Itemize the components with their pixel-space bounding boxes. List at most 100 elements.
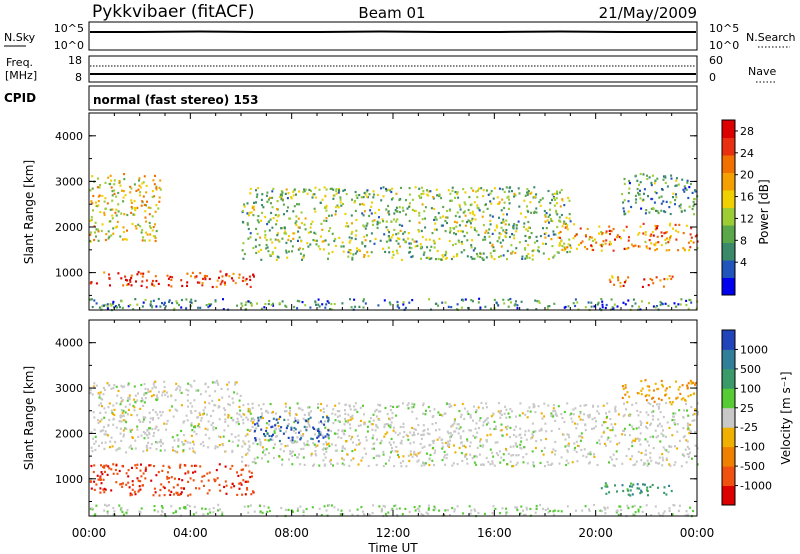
echo-cell	[635, 460, 638, 463]
echo-cell	[115, 214, 118, 217]
echo-cell	[525, 508, 528, 511]
echo-cell	[617, 513, 620, 516]
echo-cell	[364, 227, 367, 230]
echo-cell	[643, 188, 646, 191]
echo-cell	[554, 412, 557, 415]
echo-cell	[398, 198, 401, 202]
echo-cell	[310, 223, 313, 226]
echo-cell	[298, 300, 301, 303]
echo-cell	[93, 488, 96, 491]
echo-cell	[343, 429, 346, 432]
echo-cell	[199, 413, 202, 416]
echo-cell	[514, 194, 517, 197]
echo-cell	[162, 464, 165, 467]
echo-cell	[544, 242, 547, 245]
echo-cell	[463, 235, 466, 238]
echo-cell	[441, 447, 444, 450]
echo-cell	[244, 493, 247, 496]
echo-cell	[651, 174, 654, 177]
echo-cell	[174, 449, 176, 453]
echo-cell	[97, 419, 99, 422]
echo-cell	[190, 424, 193, 427]
echo-cell	[160, 441, 163, 444]
echo-cell	[694, 383, 696, 386]
echo-cell	[490, 256, 493, 259]
echo-cell	[651, 418, 654, 421]
echo-cell	[299, 429, 302, 432]
echo-cell	[354, 448, 357, 451]
echo-cell	[323, 219, 325, 222]
echo-cell	[337, 191, 340, 194]
echo-cell	[327, 420, 330, 423]
echo-cell	[549, 208, 551, 211]
echo-cell	[551, 462, 554, 465]
echo-cell	[348, 249, 351, 252]
echo-cell	[90, 464, 93, 468]
echo-cell	[441, 459, 444, 462]
echo-cell	[219, 283, 222, 286]
echo-cell	[580, 242, 583, 245]
echo-cell	[148, 213, 151, 216]
echo-cell	[267, 411, 270, 414]
echo-cell	[621, 484, 624, 487]
echo-cell	[192, 513, 195, 516]
echo-cell	[326, 404, 328, 407]
echo-cell	[524, 248, 527, 251]
echo-cell	[612, 453, 615, 456]
colorbar-swatch	[722, 225, 735, 243]
echo-cell	[475, 436, 478, 439]
echo-cell	[631, 305, 634, 308]
echo-cell	[229, 467, 232, 470]
echo-cell	[568, 217, 571, 220]
echo-cell	[579, 435, 582, 438]
echo-cell	[650, 233, 653, 236]
echo-cell	[202, 277, 204, 280]
echo-cell	[351, 450, 354, 453]
colorbar-tick-label: 500	[740, 363, 761, 376]
echo-cell	[116, 220, 119, 223]
echo-cell	[302, 256, 305, 259]
echo-cell	[544, 465, 546, 468]
echo-cell	[685, 439, 688, 442]
echo-cell	[383, 435, 386, 438]
echo-cell	[371, 512, 374, 515]
echo-cell	[583, 448, 586, 451]
echo-cell	[648, 239, 651, 242]
echo-cell	[264, 236, 267, 239]
echo-cell	[431, 459, 434, 462]
echo-cell	[470, 244, 473, 247]
echo-cell	[623, 182, 626, 185]
echo-cell	[231, 482, 234, 486]
echo-cell	[692, 200, 695, 204]
echo-cell	[265, 238, 268, 242]
echo-cell	[651, 279, 654, 282]
echo-cell	[144, 392, 147, 395]
echo-cell	[255, 251, 258, 255]
echo-cell	[211, 399, 214, 402]
echo-cell	[323, 464, 326, 467]
echo-cell	[339, 196, 342, 199]
echo-cell	[442, 205, 445, 209]
echo-cell	[323, 505, 326, 508]
echo-cell	[307, 422, 310, 425]
echo-cell	[302, 190, 305, 194]
echo-cell	[451, 506, 454, 510]
echo-cell	[639, 189, 641, 192]
echo-cell	[408, 510, 411, 513]
echo-cell	[323, 453, 326, 456]
echo-cell	[675, 177, 678, 180]
echo-cell	[444, 412, 447, 415]
echo-cell	[642, 222, 645, 225]
echo-cell	[601, 232, 604, 235]
echo-cell	[477, 233, 480, 236]
echo-cell	[409, 453, 412, 456]
echo-cell	[153, 505, 156, 508]
echo-cell	[531, 258, 534, 261]
echo-cell	[255, 201, 257, 204]
echo-cell	[428, 463, 431, 467]
echo-cell	[616, 490, 618, 493]
echo-cell	[604, 306, 607, 310]
echo-cell	[389, 303, 392, 306]
echo-cell	[472, 419, 474, 422]
echo-cell	[525, 255, 528, 258]
